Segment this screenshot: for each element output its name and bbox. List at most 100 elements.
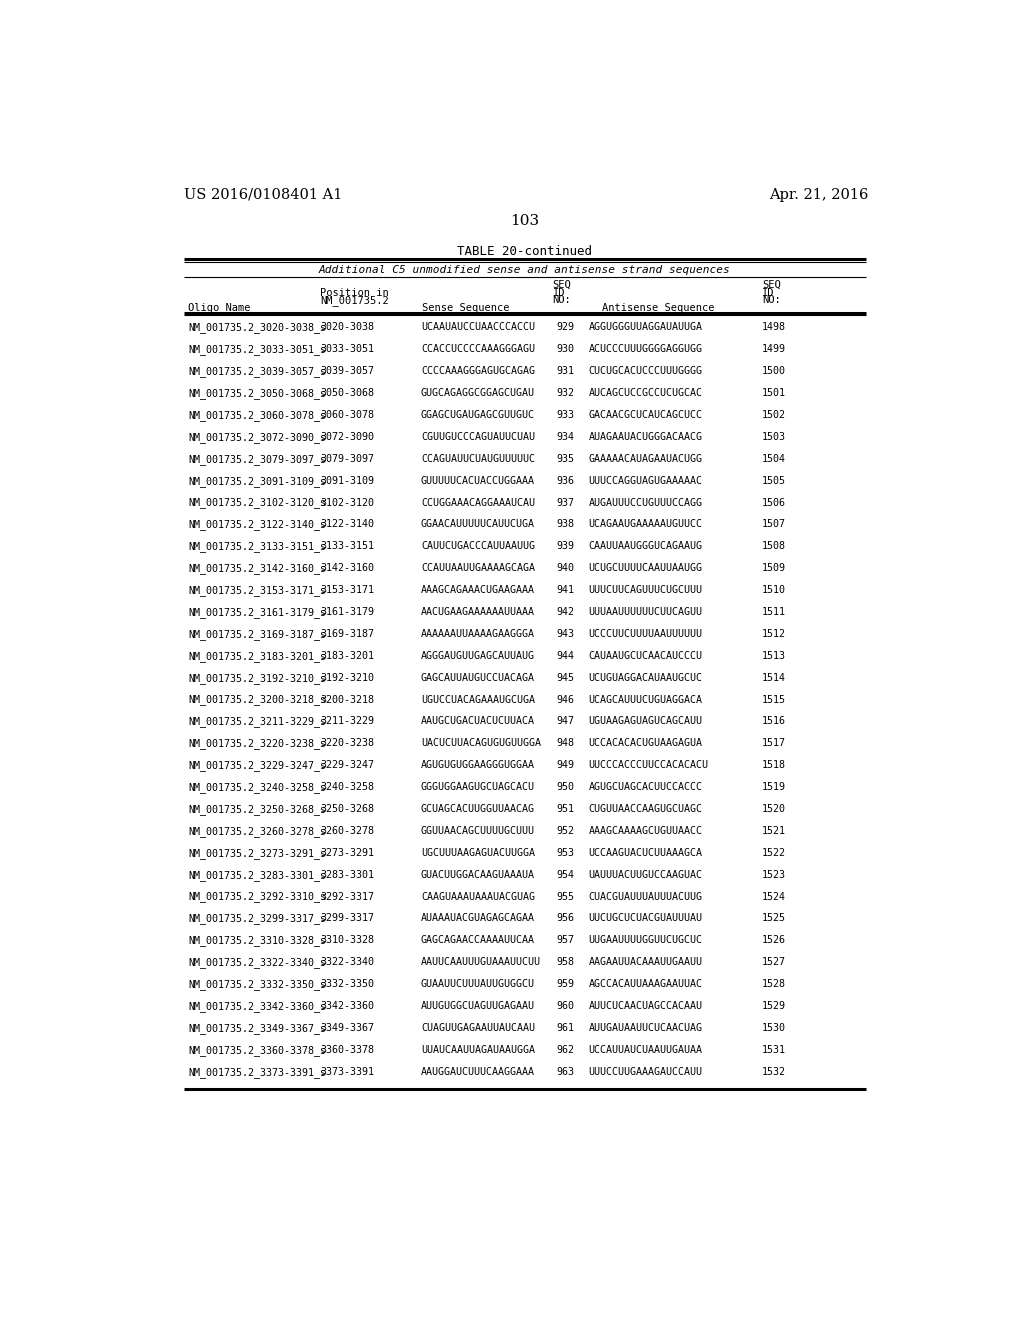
Text: AGCCACAUUAAAGAAUUAC: AGCCACAUUAAAGAAUUAC [589, 979, 702, 989]
Text: 954: 954 [557, 870, 574, 879]
Text: UCUGUAGGACAUAAUGCUC: UCUGUAGGACAUAAUGCUC [589, 673, 702, 682]
Text: 1501: 1501 [762, 388, 786, 399]
Text: 3240-3258: 3240-3258 [321, 781, 374, 792]
Text: 3283-3301: 3283-3301 [321, 870, 374, 879]
Text: TABLE 20-continued: TABLE 20-continued [458, 244, 592, 257]
Text: 949: 949 [557, 760, 574, 770]
Text: NM_001735.2_3020-3038_s: NM_001735.2_3020-3038_s [188, 322, 327, 334]
Text: 953: 953 [557, 847, 574, 858]
Text: 1503: 1503 [762, 432, 786, 442]
Text: UUUCCUUGAAAGAUCCAUU: UUUCCUUGAAAGAUCCAUU [589, 1067, 702, 1077]
Text: NM_001735.2_3273-3291_s: NM_001735.2_3273-3291_s [188, 847, 327, 859]
Text: 1513: 1513 [762, 651, 786, 661]
Text: 944: 944 [557, 651, 574, 661]
Text: UCAGCAUUUCUGUAGGACA: UCAGCAUUUCUGUAGGACA [589, 694, 702, 705]
Text: 3200-3218: 3200-3218 [321, 694, 374, 705]
Text: UCAGAAUGAAAAAUGUUCC: UCAGAAUGAAAAAUGUUCC [589, 520, 702, 529]
Text: CAAUUAAUGGGUCAGAAUG: CAAUUAAUGGGUCAGAAUG [589, 541, 702, 552]
Text: 3033-3051: 3033-3051 [321, 345, 374, 354]
Text: 1522: 1522 [762, 847, 786, 858]
Text: AUAGAAUACUGGGACAACG: AUAGAAUACUGGGACAACG [589, 432, 702, 442]
Text: 958: 958 [557, 957, 574, 968]
Text: 3161-3179: 3161-3179 [321, 607, 374, 616]
Text: NM_001735.2_3200-3218_s: NM_001735.2_3200-3218_s [188, 694, 327, 705]
Text: NM_001735.2_3060-3078_s: NM_001735.2_3060-3078_s [188, 411, 327, 421]
Text: 3060-3078: 3060-3078 [321, 411, 374, 420]
Text: 3342-3360: 3342-3360 [321, 1001, 374, 1011]
Text: NM_001735.2_3229-3247_s: NM_001735.2_3229-3247_s [188, 760, 327, 771]
Text: 1532: 1532 [762, 1067, 786, 1077]
Text: NM_001735.2_3153-3171_s: NM_001735.2_3153-3171_s [188, 585, 327, 597]
Text: 929: 929 [557, 322, 574, 333]
Text: 3310-3328: 3310-3328 [321, 936, 374, 945]
Text: NM_001735.2_3349-3367_s: NM_001735.2_3349-3367_s [188, 1023, 327, 1034]
Text: UCUGCUUUUCAAUUAAUGG: UCUGCUUUUCAAUUAAUGG [589, 564, 702, 573]
Text: UCCACACACUGUAAGAGUA: UCCACACACUGUAAGAGUA [589, 738, 702, 748]
Text: 1524: 1524 [762, 891, 786, 902]
Text: UUAUCAAUUAGAUAAUGGA: UUAUCAAUUAGAUAAUGGA [421, 1045, 535, 1055]
Text: 930: 930 [557, 345, 574, 354]
Text: 951: 951 [557, 804, 574, 814]
Text: 3039-3057: 3039-3057 [321, 366, 374, 376]
Text: 933: 933 [557, 411, 574, 420]
Text: NM_001735.2_3299-3317_s: NM_001735.2_3299-3317_s [188, 913, 327, 924]
Text: 943: 943 [557, 628, 574, 639]
Text: UUGAAUUUUGGUUCUGCUC: UUGAAUUUUGGUUCUGCUC [589, 936, 702, 945]
Text: 1515: 1515 [762, 694, 786, 705]
Text: Sense Sequence: Sense Sequence [423, 304, 510, 313]
Text: 936: 936 [557, 475, 574, 486]
Text: GAAAAACAUAGAAUACUGG: GAAAAACAUAGAAUACUGG [589, 454, 702, 463]
Text: NO:: NO: [553, 296, 571, 305]
Text: 103: 103 [510, 214, 540, 228]
Text: GGUUAACAGCUUUUGCUUU: GGUUAACAGCUUUUGCUUU [421, 826, 535, 836]
Text: UACUCUUACAGUGUGUUGGA: UACUCUUACAGUGUGUUGGA [421, 738, 541, 748]
Text: NM_001735.2_3050-3068_s: NM_001735.2_3050-3068_s [188, 388, 327, 399]
Text: 1506: 1506 [762, 498, 786, 507]
Text: 1525: 1525 [762, 913, 786, 924]
Text: 3229-3247: 3229-3247 [321, 760, 374, 770]
Text: NO:: NO: [762, 296, 780, 305]
Text: UCCAUUAUCUAAUUGAUAA: UCCAUUAUCUAAUUGAUAA [589, 1045, 702, 1055]
Text: SEQ: SEQ [762, 280, 780, 290]
Text: NM_001735.2_3169-3187_s: NM_001735.2_3169-3187_s [188, 628, 327, 640]
Text: AUAAAUACGUAGAGCAGAA: AUAAAUACGUAGAGCAGAA [421, 913, 535, 924]
Text: AUUCUCAACUAGCCACAAU: AUUCUCAACUAGCCACAAU [589, 1001, 702, 1011]
Text: CCAUUAAUUGAAAAGCAGA: CCAUUAAUUGAAAAGCAGA [421, 564, 535, 573]
Text: NM_001735.2_3211-3229_s: NM_001735.2_3211-3229_s [188, 717, 327, 727]
Text: CCUGGAAACAGGAAAUCAU: CCUGGAAACAGGAAAUCAU [421, 498, 535, 507]
Text: AUGAUUUCCUGUUUCCAGG: AUGAUUUCCUGUUUCCAGG [589, 498, 702, 507]
Text: NM_001735.2_3091-3109_s: NM_001735.2_3091-3109_s [188, 475, 327, 487]
Text: 1505: 1505 [762, 475, 786, 486]
Text: UCCCUUCUUUUAAUUUUUU: UCCCUUCUUUUAAUUUUUU [589, 628, 702, 639]
Text: Oligo Name: Oligo Name [188, 304, 251, 313]
Text: 3192-3210: 3192-3210 [321, 673, 374, 682]
Text: 1507: 1507 [762, 520, 786, 529]
Text: NM_001735.2_3079-3097_s: NM_001735.2_3079-3097_s [188, 454, 327, 465]
Text: AGGGAUGUUGAGCAUUAUG: AGGGAUGUUGAGCAUUAUG [421, 651, 535, 661]
Text: 3079-3097: 3079-3097 [321, 454, 374, 463]
Text: NM_001735.2_3260-3278_s: NM_001735.2_3260-3278_s [188, 826, 327, 837]
Text: 1518: 1518 [762, 760, 786, 770]
Text: 1526: 1526 [762, 936, 786, 945]
Text: 3360-3378: 3360-3378 [321, 1045, 374, 1055]
Text: 3292-3317: 3292-3317 [321, 891, 374, 902]
Text: 941: 941 [557, 585, 574, 595]
Text: 3020-3038: 3020-3038 [321, 322, 374, 333]
Text: AAAGCAAAAGCUGUUAACC: AAAGCAAAAGCUGUUAACC [589, 826, 702, 836]
Text: UGUCCUACAGAAAUGCUGA: UGUCCUACAGAAAUGCUGA [421, 694, 535, 705]
Text: AAUGGAUCUUUCAAGGAAA: AAUGGAUCUUUCAAGGAAA [421, 1067, 535, 1077]
Text: NM_001735.2_3283-3301_s: NM_001735.2_3283-3301_s [188, 870, 327, 880]
Text: GUAAUUCUUUAUUGUGGCU: GUAAUUCUUUAUUGUGGCU [421, 979, 535, 989]
Text: 931: 931 [557, 366, 574, 376]
Text: ACUCCCUUUGGGGAGGUGG: ACUCCCUUUGGGGAGGUGG [589, 345, 702, 354]
Text: 957: 957 [557, 936, 574, 945]
Text: UCCAAGUACUCUUAAAGCA: UCCAAGUACUCUUAAAGCA [589, 847, 702, 858]
Text: 1528: 1528 [762, 979, 786, 989]
Text: 1529: 1529 [762, 1001, 786, 1011]
Text: UUUAAUUUUUUCUUCAGUU: UUUAAUUUUUUCUUCAGUU [589, 607, 702, 616]
Text: NM_001735.2_3360-3378_s: NM_001735.2_3360-3378_s [188, 1045, 327, 1056]
Text: 3250-3268: 3250-3268 [321, 804, 374, 814]
Text: NM_001735.2_3183-3201_s: NM_001735.2_3183-3201_s [188, 651, 327, 661]
Text: GAGCAUUAUGUCCUACAGA: GAGCAUUAUGUCCUACAGA [421, 673, 535, 682]
Text: NM_001735.2_3133-3151_s: NM_001735.2_3133-3151_s [188, 541, 327, 552]
